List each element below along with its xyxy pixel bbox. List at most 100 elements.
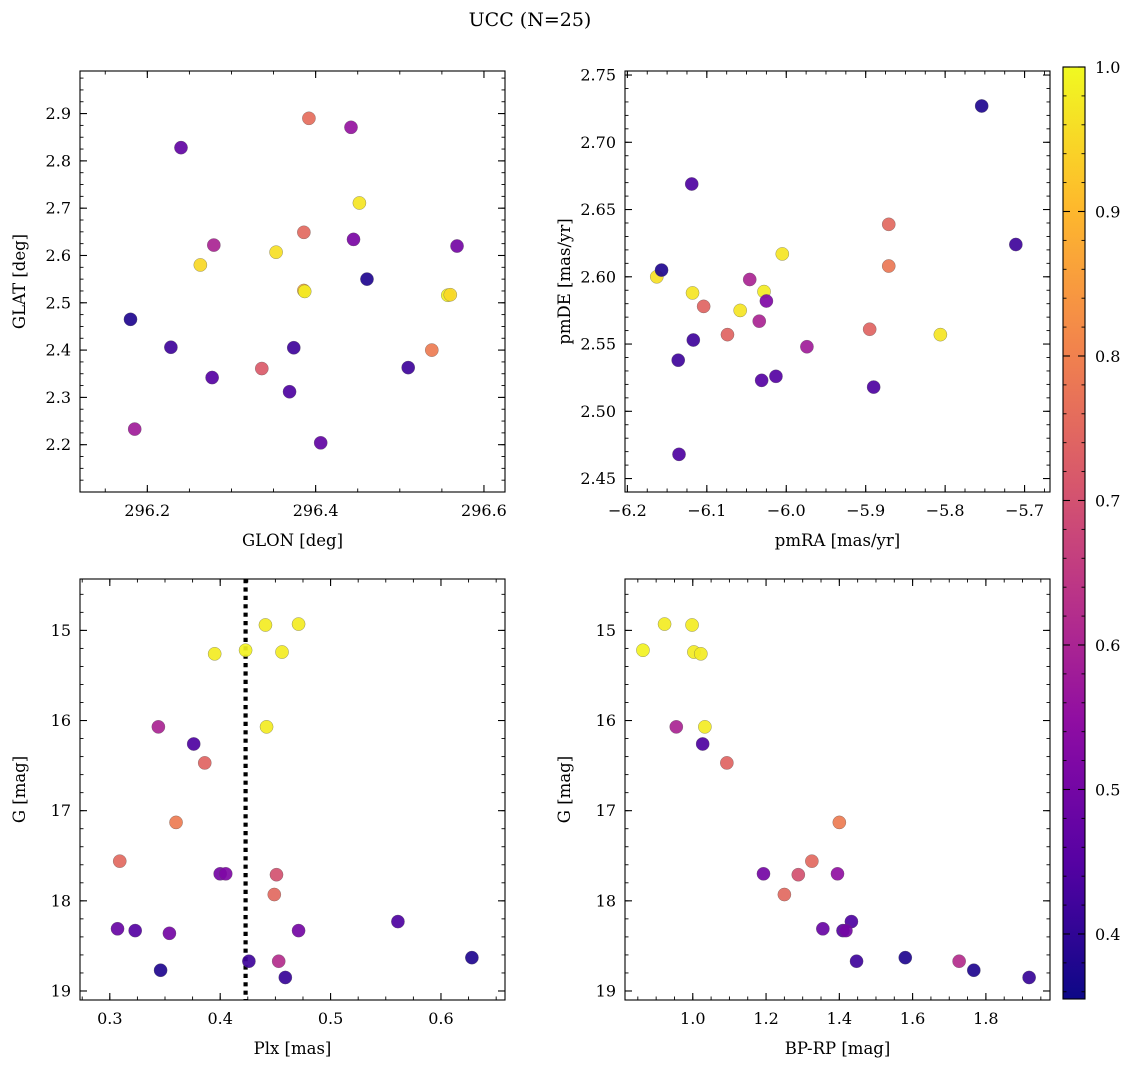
- scatter-point: [669, 719, 684, 734]
- scatter-point: [657, 617, 672, 631]
- y-tick-label: 2.9: [46, 104, 71, 123]
- scatter-point: [769, 369, 783, 384]
- scatter-point: [791, 867, 806, 882]
- scatter-point: [218, 866, 233, 881]
- scatter-point: [966, 963, 981, 978]
- x-tick-label: −6.0: [767, 501, 806, 520]
- x-tick-label: 0.4: [207, 1009, 232, 1028]
- y-tick-label: 16: [596, 711, 616, 730]
- panel-pm: −6.2 −6.1 −6.0 −5.9 −5.8 −5.7 2.45 2.50 2.55 2.60…: [555, 66, 1051, 550]
- scatter-point: [269, 867, 284, 882]
- y-tick-label: 2.4: [46, 341, 71, 360]
- colorbar-tick-label: 0.7: [1095, 491, 1120, 510]
- scatter-point: [151, 719, 166, 734]
- scatter-point: [127, 422, 142, 436]
- scatter-point: [286, 340, 301, 355]
- scatter-point: [881, 217, 896, 232]
- scatter-points: [123, 111, 464, 450]
- scatter-point: [777, 887, 792, 902]
- scatter-point: [830, 866, 845, 881]
- scatter-point: [754, 373, 769, 388]
- scatter-point: [693, 646, 708, 661]
- scatter-point: [207, 646, 222, 661]
- axes-frame: [79, 578, 506, 1001]
- y-tick-label: 2.70: [580, 133, 616, 152]
- scatter-point: [805, 854, 819, 869]
- colorbar-tick-label: 0.5: [1095, 780, 1120, 799]
- scatter-point: [636, 643, 650, 658]
- x-tick-label: 1.0: [680, 1009, 705, 1028]
- scatter-point: [698, 719, 712, 734]
- x-tick-label: −6.1: [687, 501, 726, 520]
- scatter-point: [344, 120, 358, 135]
- scatter-point: [933, 327, 948, 342]
- scatter-point: [759, 294, 774, 308]
- y-tick-label: 2.50: [580, 402, 616, 421]
- y-tick-label: 16: [51, 711, 71, 730]
- y-tick-label: 19: [596, 981, 616, 1000]
- scatter-point: [197, 756, 212, 770]
- scatter-point: [313, 435, 328, 450]
- y-tick-label: 2.2: [46, 435, 71, 454]
- x-tick-label: 296.6: [461, 501, 507, 520]
- panel-plx-g: 0.3 0.4 0.5 0.6 15 16 17 18 19 Plx [mas] G [mag]: [10, 578, 506, 1058]
- axes-frame: [79, 70, 506, 493]
- scatter-point: [720, 327, 735, 342]
- scatter-point: [269, 245, 283, 260]
- colorbar-tick-label: 0.9: [1095, 202, 1120, 221]
- y-tick-label: 2.8: [46, 151, 71, 170]
- scatter-point: [742, 272, 757, 287]
- scatter-point: [756, 866, 771, 881]
- scatter-point: [952, 954, 966, 969]
- colorbar-tick-label: 0.4: [1095, 925, 1120, 944]
- scatter-point: [282, 384, 297, 399]
- scatter-point: [162, 926, 177, 941]
- y-axis-label: G [mag]: [10, 756, 29, 823]
- scatter-point: [720, 756, 734, 770]
- scatter-point: [391, 914, 405, 929]
- scatter-point: [974, 99, 989, 113]
- scatter-point: [267, 887, 282, 902]
- y-tick-label: 2.3: [46, 388, 71, 407]
- x-tick-label: 296.2: [124, 501, 170, 520]
- colorbar-tick-label: 0.8: [1095, 347, 1120, 366]
- scatter-point: [278, 970, 293, 985]
- scatter-point: [401, 360, 416, 375]
- figure-title: UCC (N=25): [469, 9, 592, 31]
- x-tick-label: 296.4: [293, 501, 339, 520]
- scatter-point: [686, 333, 701, 347]
- x-axis-label: BP-RP [mag]: [785, 1039, 891, 1058]
- y-tick-label: 2.5: [46, 293, 71, 312]
- scatter-point: [164, 340, 178, 355]
- y-axis-label: GLAT [deg]: [10, 234, 29, 329]
- scatter-point: [205, 370, 219, 385]
- x-tick-label: 0.3: [97, 1009, 122, 1028]
- scatter-point: [775, 247, 790, 261]
- scatter-points: [110, 617, 479, 985]
- scatter-point: [695, 737, 710, 751]
- panels-group: 296.2 296.4 296.6 2.2 2.3 2.4 2.5 2.6 2.7 2.8 2.9 G…: [10, 66, 1051, 1058]
- y-tick-label: 18: [596, 891, 616, 910]
- scatter-point: [291, 923, 306, 938]
- x-tick-label: −6.2: [608, 501, 647, 520]
- y-tick-label: 2.7: [46, 199, 71, 218]
- axes-frame: [624, 578, 1051, 1001]
- scatter-point: [654, 263, 669, 277]
- scatter-point: [271, 954, 286, 969]
- scatter-point: [352, 196, 367, 210]
- y-tick-label: 2.45: [580, 469, 616, 488]
- y-axis-label: G [mag]: [555, 756, 574, 823]
- y-tick-label: 2.6: [46, 246, 71, 265]
- scatter-point: [153, 963, 168, 978]
- colorbar-tick-label: 1.0: [1095, 58, 1120, 77]
- y-tick-label: 2.65: [580, 200, 616, 219]
- scatter-point: [254, 361, 269, 376]
- scatter-point: [346, 232, 361, 247]
- y-tick-label: 2.60: [580, 267, 616, 286]
- x-tick-label: 0.6: [428, 1009, 453, 1028]
- scatter-point: [672, 447, 686, 462]
- scatter-point: [839, 923, 853, 938]
- x-tick-label: 1.8: [973, 1009, 998, 1028]
- scatter-point: [696, 299, 711, 314]
- x-tick-label: 0.5: [318, 1009, 343, 1028]
